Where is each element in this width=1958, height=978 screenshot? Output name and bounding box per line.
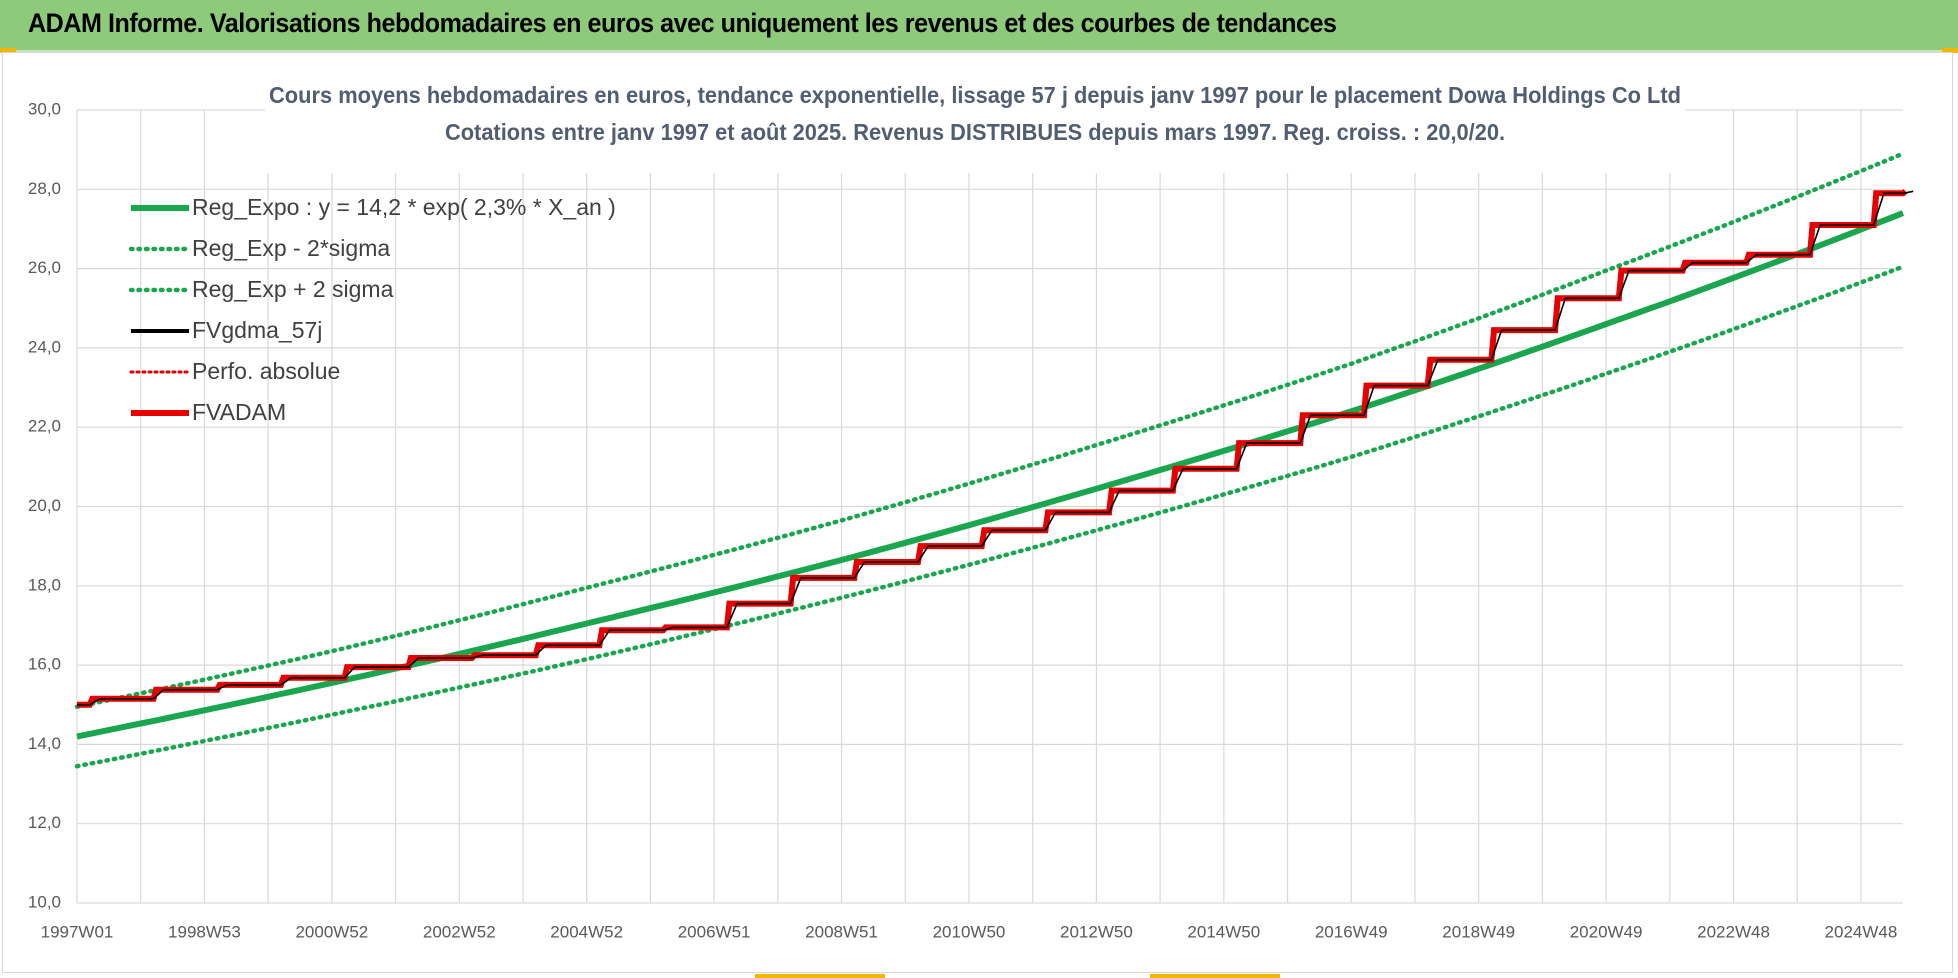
x-tick-label: 2008W51 (805, 922, 878, 941)
chart-title: Cours moyens hebdomadaires en euros, ten… (265, 81, 1685, 173)
x-tick-label: 2000W52 (295, 922, 368, 941)
chart-svg: 10,0 12,0 14,0 16,0 18,0 20,0 22,0 24,0 26,0 28,0… (28, 81, 1914, 941)
x-tick-label: 2022W48 (1697, 922, 1770, 941)
y-tick-label: 30,0 (28, 99, 61, 118)
legend-label: Reg_Exp + 2 sigma (192, 276, 394, 302)
series-fvgdma-57j (77, 190, 1914, 706)
y-tick-label: 10,0 (28, 892, 61, 911)
y-tick-label: 16,0 (28, 655, 61, 674)
x-tick-label: 1998W53 (168, 922, 241, 941)
corner-marker-bottom-1 (755, 974, 885, 978)
legend-label: FVADAM (192, 399, 286, 425)
series-reg-expo (76, 210, 1905, 740)
y-tick-label: 26,0 (28, 258, 61, 277)
chart-title-background (265, 81, 1685, 173)
x-tick-label: 2010W50 (933, 922, 1006, 941)
y-tick-label: 24,0 (28, 337, 61, 356)
grid-layer (76, 109, 1903, 904)
legend-label: Perfo. absolue (192, 358, 340, 384)
series-reg-exp-plus-2sigma (74, 151, 1906, 709)
series-layer (74, 151, 1914, 769)
y-tick-label: 22,0 (28, 417, 61, 436)
header-bar: ADAM Informe. Valorisations hebdomadaire… (0, 0, 1958, 52)
series-reg-exp-minus-2sigma (74, 264, 1906, 769)
chart-title-line-2: Cotations entre janv 1997 et août 2025. … (445, 119, 1505, 145)
legend: Reg_Expo : y = 14,2 * exp( 2,3% * X_an )… (128, 194, 616, 425)
axis-layer: 10,0 12,0 14,0 16,0 18,0 20,0 22,0 24,0 26,0 28,0… (28, 99, 1897, 941)
legend-label: FVgdma_57j (192, 317, 322, 343)
legend-label: Reg_Exp - 2*sigma (192, 235, 390, 261)
x-tick-label: 2024W48 (1825, 922, 1898, 941)
corner-marker-bottom-2 (1150, 974, 1280, 978)
y-tick-label: 28,0 (28, 179, 61, 198)
y-tick-label: 20,0 (28, 496, 61, 515)
legend-label: Reg_Expo : y = 14,2 * exp( 2,3% * X_an ) (192, 194, 616, 220)
page-title: ADAM Informe. Valorisations hebdomadaire… (28, 8, 1337, 38)
x-tick-label: 2020W49 (1570, 922, 1643, 941)
x-tick-label: 2016W49 (1315, 922, 1388, 941)
corner-marker-right (1942, 48, 1958, 53)
y-tick-label: 14,0 (28, 734, 61, 753)
chart-area: 10,0 12,0 14,0 16,0 18,0 20,0 22,0 24,0 26,0 28,0… (2, 52, 1953, 973)
y-tick-label: 18,0 (28, 575, 61, 594)
x-tick-label: 2014W50 (1187, 922, 1260, 941)
chart-title-line-1: Cours moyens hebdomadaires en euros, ten… (269, 82, 1681, 108)
x-tick-label: 2018W49 (1442, 922, 1515, 941)
x-tick-label: 2006W51 (678, 922, 751, 941)
x-tick-label: 2004W52 (550, 922, 623, 941)
corner-marker-left (0, 48, 16, 53)
x-tick-label: 2002W52 (423, 922, 496, 941)
x-tick-label: 2012W50 (1060, 922, 1133, 941)
series-fvadam (77, 188, 1908, 708)
x-tick-label: 1997W01 (41, 922, 114, 941)
y-tick-label: 12,0 (28, 813, 61, 832)
